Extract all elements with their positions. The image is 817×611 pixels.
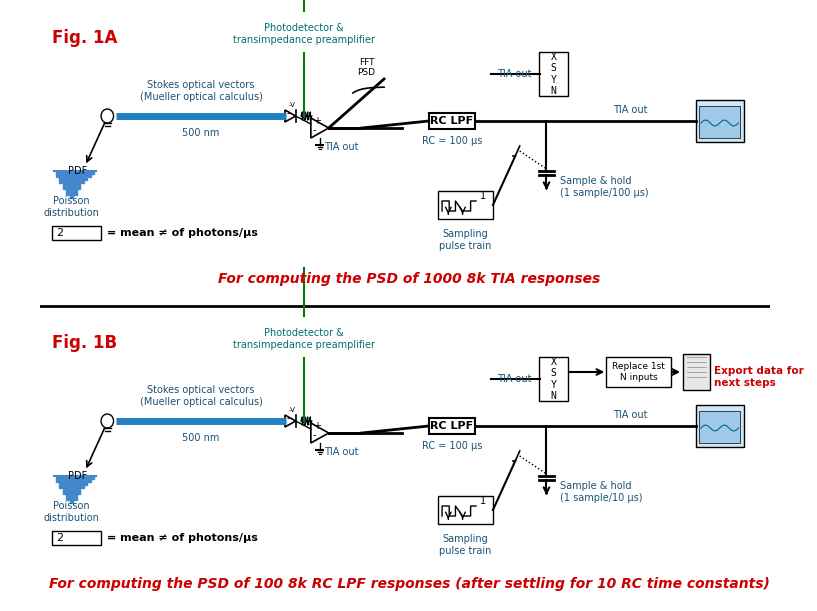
Text: Replace 1st
N inputs: Replace 1st N inputs <box>612 362 665 382</box>
FancyBboxPatch shape <box>539 357 568 401</box>
FancyBboxPatch shape <box>429 418 475 434</box>
Text: Fig. 1B: Fig. 1B <box>52 334 117 352</box>
Text: For computing the PSD of 1000 8k TIA responses: For computing the PSD of 1000 8k TIA res… <box>218 272 600 286</box>
Bar <box>59 171 62 183</box>
FancyBboxPatch shape <box>683 354 710 390</box>
Bar <box>84 171 87 180</box>
Bar <box>69 476 73 503</box>
Bar <box>66 476 69 500</box>
Text: -: - <box>313 125 316 135</box>
Text: Photodetector &
transimpedance preamplifier: Photodetector & transimpedance preamplif… <box>233 23 375 45</box>
Text: -V: -V <box>288 407 296 413</box>
Text: 500 nm: 500 nm <box>182 128 220 138</box>
Text: Fig. 1A: Fig. 1A <box>52 29 118 47</box>
Bar <box>56 171 59 177</box>
Text: PDF: PDF <box>69 471 87 481</box>
Text: Sample & hold
(1 sample/100 μs): Sample & hold (1 sample/100 μs) <box>560 176 649 197</box>
Text: -V: -V <box>288 102 296 108</box>
Bar <box>74 171 77 195</box>
Text: -: - <box>313 430 316 440</box>
FancyBboxPatch shape <box>695 405 743 447</box>
Bar <box>63 476 66 494</box>
Bar <box>92 171 95 174</box>
Text: TIA out: TIA out <box>497 69 531 79</box>
FancyBboxPatch shape <box>539 52 568 96</box>
Text: X
S
Y
N: X S Y N <box>551 357 556 401</box>
Bar <box>92 476 95 479</box>
Text: X
S
Y
N: X S Y N <box>551 51 556 97</box>
Text: = mean ≠ of photons/μs: = mean ≠ of photons/μs <box>107 228 258 238</box>
Text: 2: 2 <box>56 533 64 543</box>
Bar <box>56 476 59 482</box>
Text: Sampling
pulse train: Sampling pulse train <box>439 534 492 555</box>
Text: RC LPF: RC LPF <box>431 116 473 126</box>
Text: For computing the PSD of 100 8k RC LPF responses (after settling for 10 RC time : For computing the PSD of 100 8k RC LPF r… <box>48 577 770 591</box>
Bar <box>69 171 73 198</box>
Text: PDF: PDF <box>69 166 87 176</box>
FancyBboxPatch shape <box>52 531 101 545</box>
Text: +: + <box>313 116 320 126</box>
Text: = mean ≠ of photons/μs: = mean ≠ of photons/μs <box>107 533 258 543</box>
Text: 1: 1 <box>480 191 487 201</box>
Text: RC = 100 μs: RC = 100 μs <box>422 136 482 146</box>
Bar <box>84 476 87 485</box>
FancyBboxPatch shape <box>699 411 740 443</box>
Text: -: - <box>287 108 290 118</box>
Bar <box>59 476 62 488</box>
Bar <box>87 476 91 482</box>
Text: RC LPF: RC LPF <box>431 421 473 431</box>
Text: TIA out: TIA out <box>613 410 647 420</box>
FancyBboxPatch shape <box>438 191 493 219</box>
Text: +: + <box>313 421 320 431</box>
FancyBboxPatch shape <box>429 113 475 129</box>
Text: Poisson
distribution: Poisson distribution <box>43 196 100 218</box>
FancyBboxPatch shape <box>52 226 101 240</box>
Bar <box>63 171 66 189</box>
Text: Export data for
next steps: Export data for next steps <box>714 366 804 388</box>
Text: Sample & hold
(1 sample/10 μs): Sample & hold (1 sample/10 μs) <box>560 481 642 503</box>
Text: -: - <box>287 413 290 423</box>
Text: 500 nm: 500 nm <box>182 433 220 443</box>
Text: Stokes optical vectors
(Mueller optical calculus): Stokes optical vectors (Mueller optical … <box>140 386 262 407</box>
Text: 1: 1 <box>480 496 487 506</box>
FancyBboxPatch shape <box>695 100 743 142</box>
Bar <box>77 171 80 189</box>
Text: Stokes optical vectors
(Mueller optical calculus): Stokes optical vectors (Mueller optical … <box>140 81 262 102</box>
Text: 2: 2 <box>56 228 64 238</box>
FancyBboxPatch shape <box>438 496 493 524</box>
Bar <box>77 476 80 494</box>
Text: RC = 100 μs: RC = 100 μs <box>422 441 482 451</box>
Text: TIA out: TIA out <box>497 374 531 384</box>
FancyBboxPatch shape <box>699 106 740 138</box>
Text: Sampling
pulse train: Sampling pulse train <box>439 229 492 251</box>
Text: Photodetector &
transimpedance preamplifier: Photodetector & transimpedance preamplif… <box>233 328 375 349</box>
Bar <box>87 171 91 177</box>
Text: Poisson
distribution: Poisson distribution <box>43 501 100 522</box>
Text: TIA out: TIA out <box>613 105 647 115</box>
Text: FFT
PSD: FFT PSD <box>357 57 375 77</box>
Bar <box>81 476 83 488</box>
Text: TIA out: TIA out <box>324 142 359 152</box>
Bar <box>81 171 83 183</box>
FancyBboxPatch shape <box>606 357 671 387</box>
Bar <box>66 171 69 195</box>
Text: TIA out: TIA out <box>324 447 359 457</box>
Bar <box>74 476 77 500</box>
